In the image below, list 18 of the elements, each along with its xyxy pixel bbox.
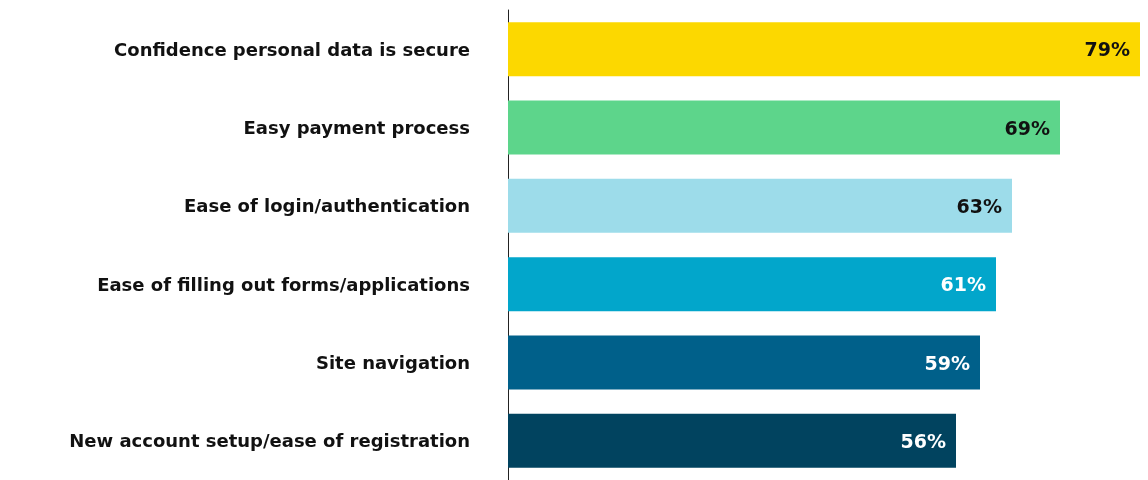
data-label: 61% [940, 273, 986, 296]
data-label: 56% [900, 429, 946, 452]
bar [508, 413, 956, 468]
bar [508, 22, 1140, 77]
bar [508, 100, 1060, 155]
bar [508, 257, 996, 312]
data-label: 59% [924, 351, 970, 374]
y-tick-label: New account setup/ease of registration [69, 430, 470, 452]
bar [508, 335, 980, 390]
y-tick-label: Confidence personal data is secure [114, 38, 470, 60]
y-tick-label: Easy payment process [243, 117, 470, 138]
bar [508, 178, 1012, 233]
y-tick-label: Ease of login/authentication [183, 195, 470, 217]
data-label: 63% [956, 194, 1002, 217]
data-label: 69% [1004, 116, 1050, 139]
y-tick-label: Site navigation [315, 352, 470, 373]
data-label: 79% [1084, 38, 1130, 61]
y-tick-label: Ease of filling out forms/applications [97, 273, 470, 295]
